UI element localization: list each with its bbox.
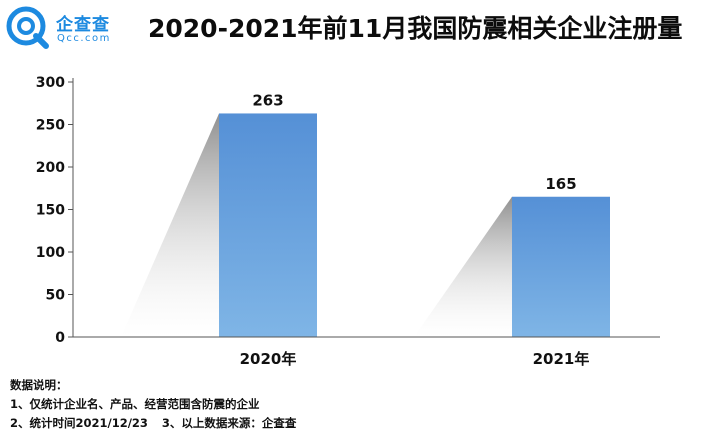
- notes-line-2a: 2、统计时间2021/12/23: [10, 416, 148, 430]
- y-tick-label: 100: [36, 245, 65, 261]
- bar-shadow: [121, 113, 219, 337]
- y-tick-label: 150: [36, 203, 65, 219]
- bar: [219, 113, 317, 337]
- notes-header: 数据说明：: [10, 378, 68, 392]
- bar-shadow: [414, 196, 512, 337]
- bars: 263 165: [121, 91, 610, 337]
- x-tick-label: 2020年: [240, 350, 297, 368]
- bar-value-label: 263: [252, 91, 283, 109]
- y-tick-label: 0: [55, 330, 65, 346]
- bar: [512, 196, 610, 337]
- notes-line-2: 2、统计时间2021/12/23 3、以上数据来源：企查查: [10, 414, 296, 433]
- x-tick-label: 2021年: [533, 350, 590, 368]
- qcc-logo-icon: [6, 6, 49, 49]
- y-axis: 0 50 100 150 200 250 300: [36, 75, 74, 346]
- notes-line-1: 1、仅统计企业名、产品、经营范围含防震的企业: [10, 397, 260, 411]
- y-tick-label: 300: [36, 75, 65, 91]
- logo: 企查查 Qcc.com: [6, 6, 136, 50]
- logo-name: 企查查: [56, 15, 110, 35]
- data-notes: 数据说明： 1、仅统计企业名、产品、经营范围含防震的企业 2、统计时间2021/…: [10, 376, 296, 433]
- x-axis: 2020年 2021年: [73, 336, 660, 368]
- y-tick-label: 250: [36, 118, 65, 134]
- logo-domain: Qcc.com: [57, 33, 111, 44]
- bar-value-label: 165: [545, 175, 576, 193]
- y-tick-label: 200: [36, 160, 65, 176]
- y-tick-label: 50: [46, 288, 66, 304]
- page-title: 2020-2021年前11月我国防震相关企业注册量: [148, 14, 683, 43]
- notes-line-2b: 3、以上数据来源：企查查: [161, 416, 297, 430]
